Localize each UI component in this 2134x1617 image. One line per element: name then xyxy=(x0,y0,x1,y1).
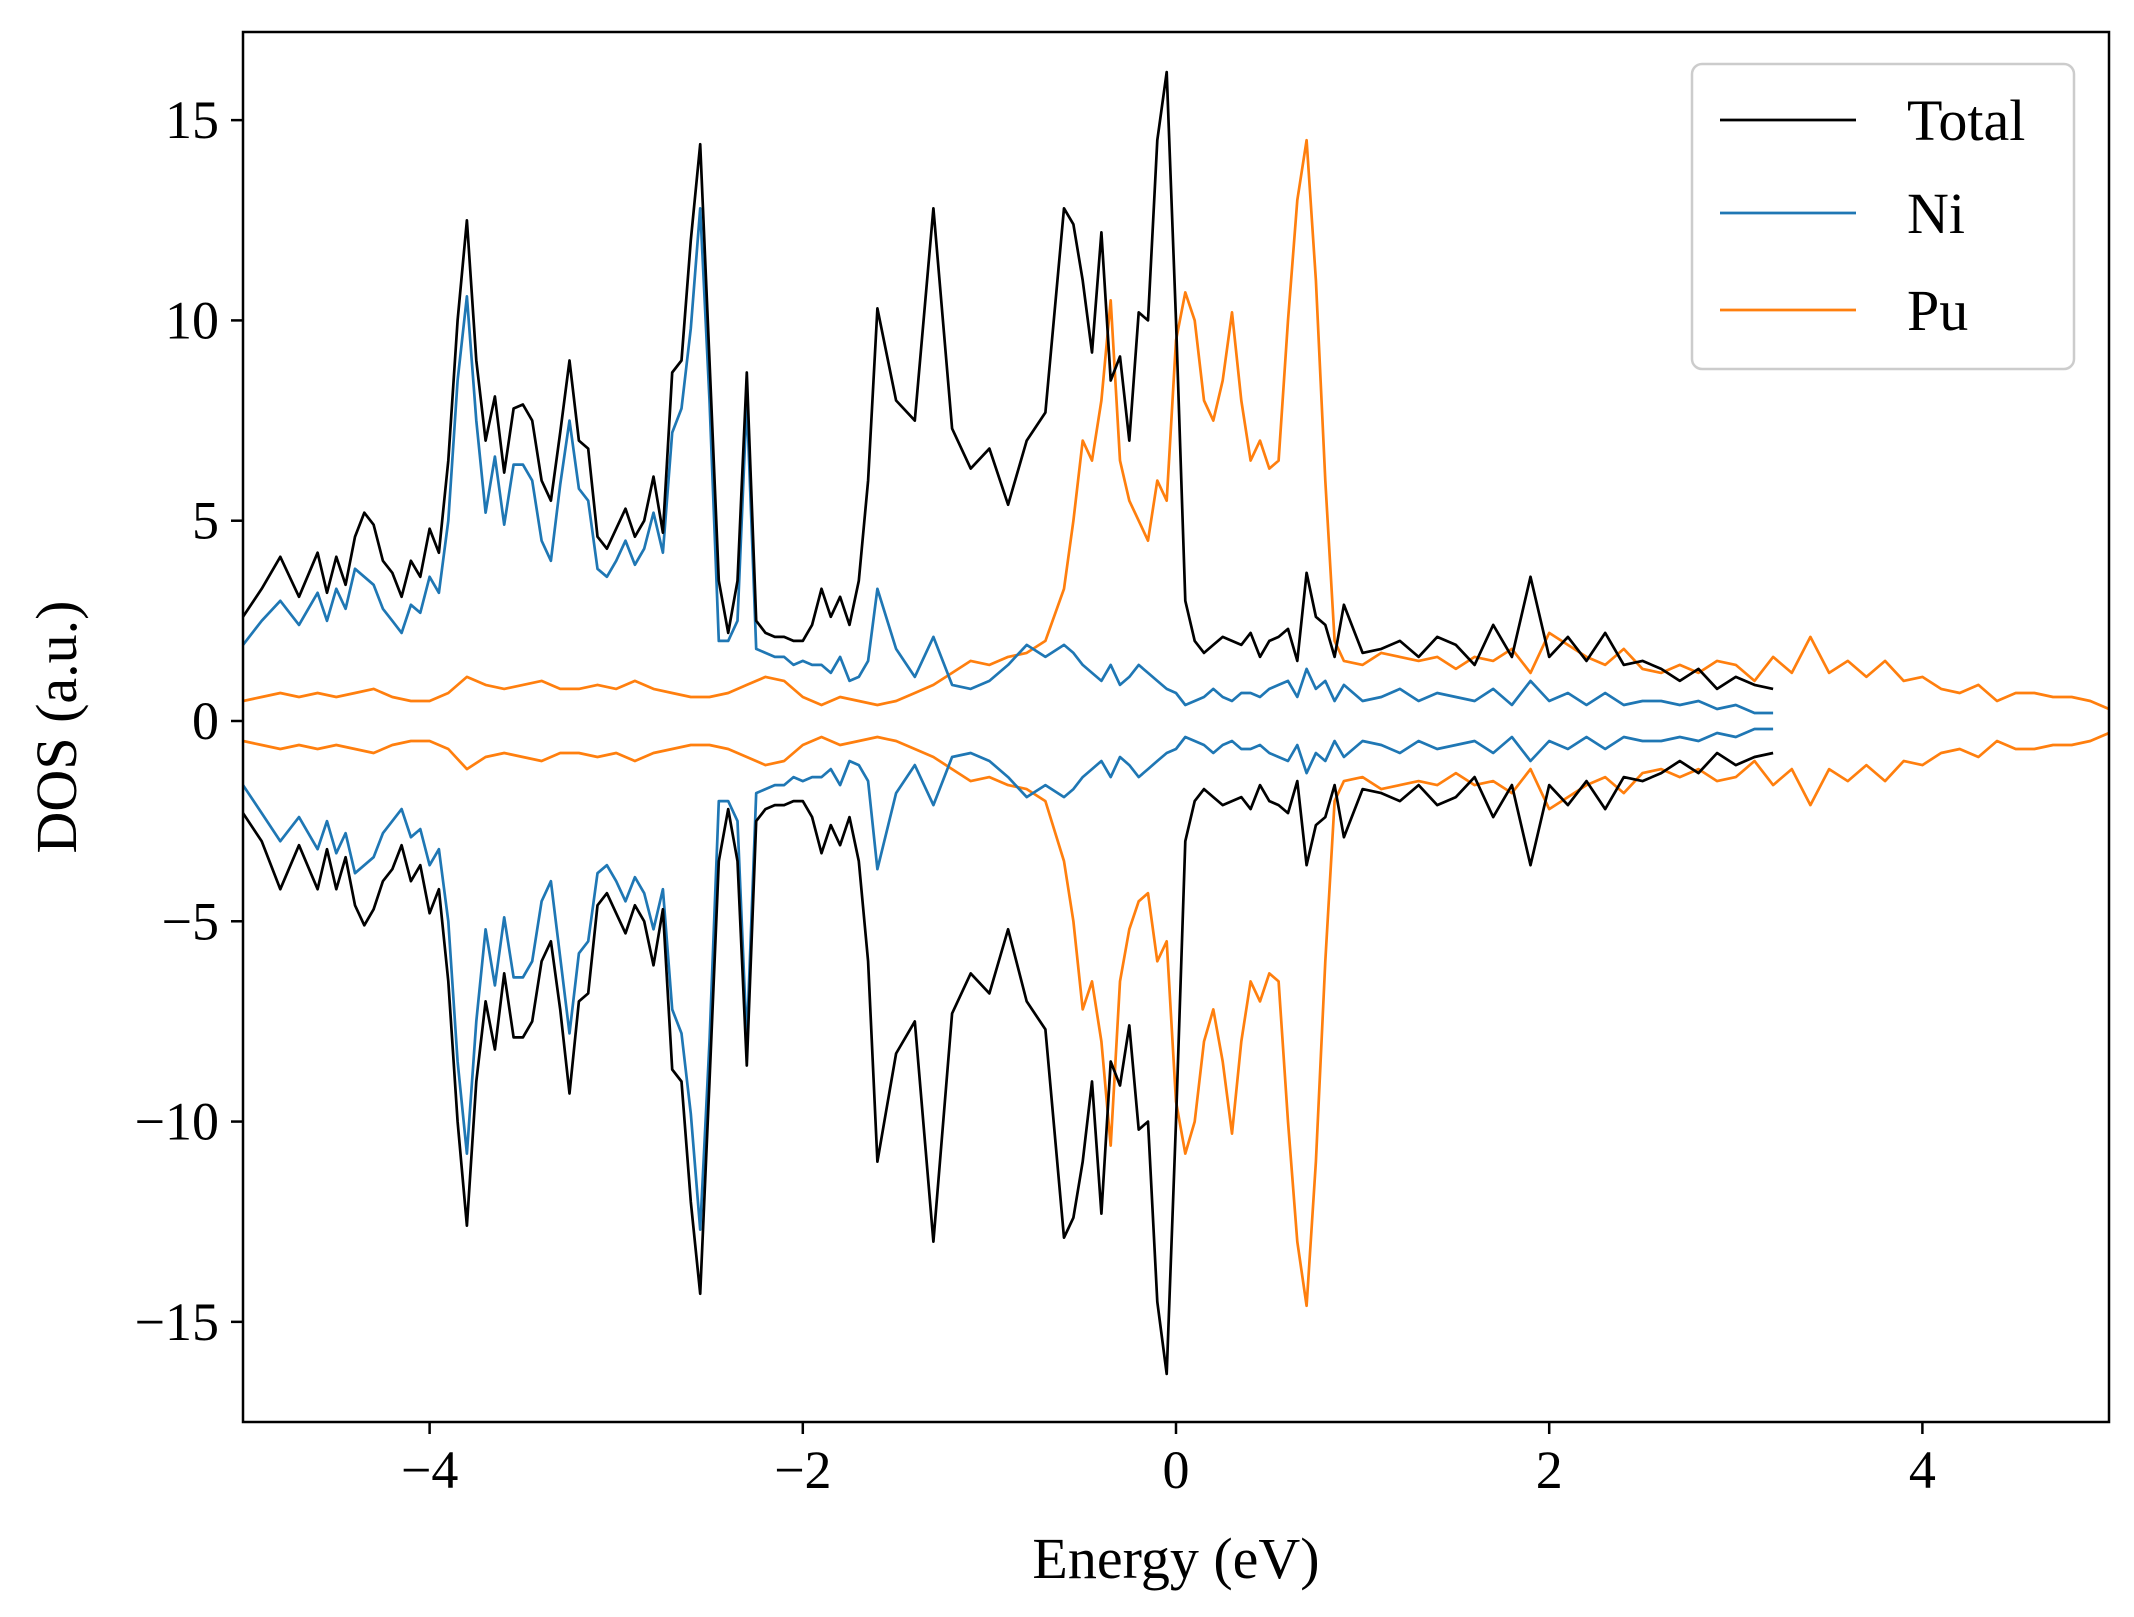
y-tick-label: 5 xyxy=(192,491,219,551)
y-axis: −15 −10 −5 0 5 10 15 xyxy=(135,90,243,1352)
y-tick-label: 10 xyxy=(165,290,219,350)
x-tick-label: 2 xyxy=(1536,1440,1563,1500)
y-tick-label: 15 xyxy=(165,90,219,150)
x-axis: −4 −2 0 2 4 xyxy=(401,1422,1936,1500)
series-line-ni-spin-up xyxy=(243,206,1774,715)
series-line-pu-spin-up xyxy=(243,138,2109,711)
y-tick-label: −10 xyxy=(135,1092,219,1152)
x-axis-label: Energy (eV) xyxy=(1032,1526,1319,1591)
x-tick-label: 4 xyxy=(1909,1440,1936,1500)
y-tick-label: −15 xyxy=(135,1292,219,1352)
legend-label-ni: Ni xyxy=(1907,181,1965,246)
legend-label-total: Total xyxy=(1907,88,2025,153)
x-tick-label: 0 xyxy=(1163,1440,1190,1500)
plot-lines xyxy=(243,70,2109,1376)
legend: Total Ni Pu xyxy=(1690,62,2076,371)
series-line-pu-spin-down xyxy=(243,731,2109,1308)
legend-label-pu: Pu xyxy=(1907,278,1968,343)
series-line-total-spin-down xyxy=(243,751,1774,1376)
legend-box xyxy=(1690,62,2076,371)
series-line-ni-spin-down xyxy=(243,727,1774,1232)
x-tick-label: −4 xyxy=(401,1440,458,1500)
series-line-total-spin-up xyxy=(243,70,1774,691)
y-tick-label: 0 xyxy=(192,691,219,751)
y-tick-label: −5 xyxy=(162,891,219,951)
y-axis-label: DOS (a.u.) xyxy=(24,601,89,854)
x-tick-label: −2 xyxy=(774,1440,831,1500)
